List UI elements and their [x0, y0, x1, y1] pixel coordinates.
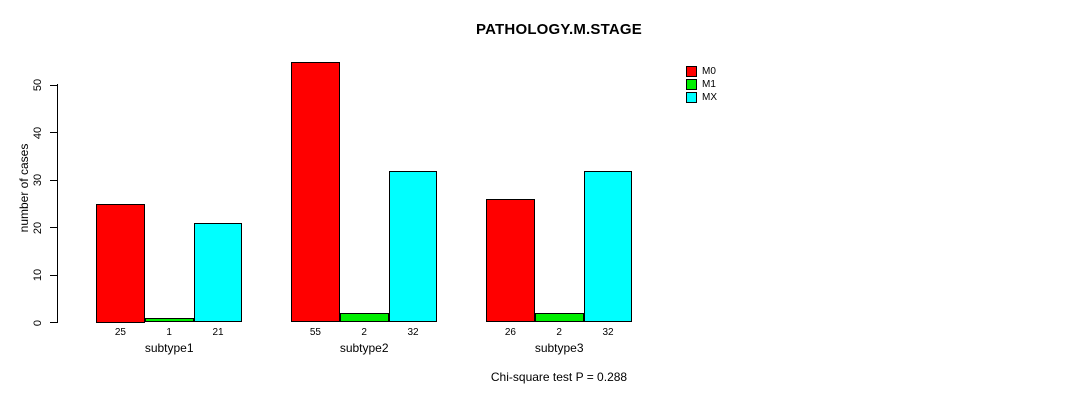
y-tick-label: 30 [32, 174, 44, 187]
y-tick-label: 0 [32, 319, 44, 326]
y-axis-label: number of cases [17, 143, 31, 233]
legend-swatch-MX [686, 92, 697, 103]
y-axis-line [57, 84, 59, 323]
bar-subtype1-M1 [144, 317, 194, 323]
y-tick-label: 40 [32, 126, 44, 139]
bar-subtype2-M1 [339, 313, 389, 323]
legend-row-MX: MX [686, 91, 717, 104]
bar-subtype3-M0 [486, 199, 535, 323]
y-tick-label: 20 [32, 221, 44, 234]
chart-title: PATHOLOGY.M.STAGE [476, 21, 642, 38]
chi-square-note: Chi-square test P = 0.288 [490, 370, 628, 384]
y-tick-mark [50, 84, 57, 87]
bar-value-label: 1 [166, 327, 172, 338]
y-tick-label: 10 [32, 268, 44, 282]
bar-value-label: 21 [212, 327, 224, 338]
bar-subtype2-M0 [291, 61, 340, 323]
bar-value-label: 25 [114, 327, 126, 338]
bar-value-label: 55 [309, 327, 321, 338]
bar-value-label: 32 [602, 327, 614, 338]
bar-value-label: 32 [407, 327, 419, 338]
bar-subtype3-MX [583, 170, 633, 323]
legend-row-M1: M1 [686, 78, 717, 91]
bar-subtype3-M1 [534, 313, 584, 323]
bar-subtype2-MX [388, 170, 438, 323]
legend-label: MX [702, 92, 717, 103]
bar-value-label: 26 [504, 327, 516, 338]
category-label-subtype2: subtype2 [339, 341, 389, 355]
legend-swatch-M1 [686, 79, 697, 90]
category-label-subtype1: subtype1 [144, 341, 194, 355]
bar-value-label: 2 [361, 327, 367, 338]
legend-label: M0 [702, 66, 716, 77]
legend-label: M1 [702, 79, 716, 90]
legend-swatch-M0 [686, 66, 697, 77]
bar-subtype1-M0 [96, 203, 145, 323]
legend: M0 M1 MX [686, 65, 717, 104]
y-tick-label: 50 [32, 79, 44, 92]
y-tick-mark [50, 227, 57, 229]
category-label-subtype3: subtype3 [534, 341, 584, 355]
bar-value-label: 2 [556, 327, 562, 338]
bar-subtype1-MX [193, 222, 243, 323]
y-tick-mark [50, 322, 57, 324]
y-tick-mark [50, 179, 57, 181]
y-tick-mark [50, 274, 57, 276]
legend-row-M0: M0 [686, 65, 717, 78]
y-tick-mark [50, 132, 57, 134]
